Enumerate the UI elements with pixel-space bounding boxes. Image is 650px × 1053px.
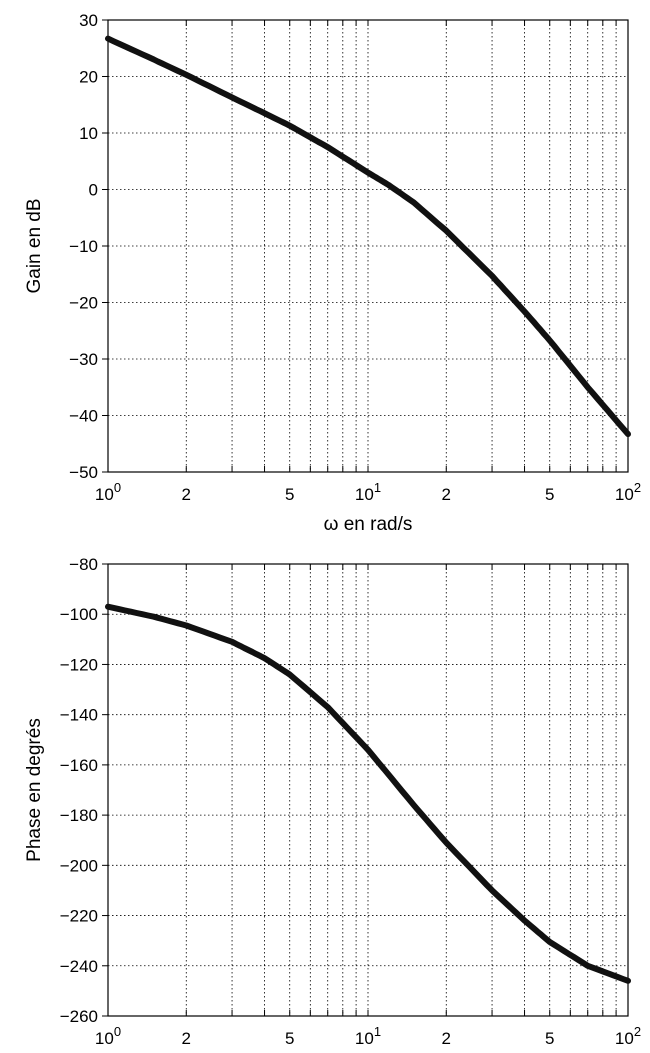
plot-frame: [107, 19, 629, 473]
y-tick-label: −180: [60, 806, 98, 825]
phase-curve: [105, 603, 631, 984]
x-axis-title: ω en rad/s: [324, 514, 413, 535]
y-axis-title: Phase en degrés: [24, 718, 45, 862]
y-tick-label: −220: [60, 907, 98, 926]
x-tick-label: 100: [95, 480, 121, 504]
x-tick-label: 5: [285, 485, 294, 504]
x-tick-label: 5: [545, 1029, 554, 1048]
x-tick-label: 101: [355, 1024, 381, 1048]
y-tick-label: −160: [60, 756, 98, 775]
gain-curve: [105, 35, 631, 438]
y-tick-label: −30: [69, 350, 98, 369]
y-tick-label: 0: [89, 181, 98, 200]
y-tick-label: 20: [79, 68, 98, 87]
x-tick-label: 2: [442, 1029, 451, 1048]
plot-frame: [107, 563, 629, 1017]
y-tick-label: −240: [60, 957, 98, 976]
x-tick-label: 5: [285, 1029, 294, 1048]
y-tick-label: −50: [69, 463, 98, 482]
y-axis-title: Gain en dB: [24, 198, 45, 293]
x-tick-label: 100: [95, 1024, 121, 1048]
y-tick-label: 10: [79, 124, 98, 143]
x-tick-label: 101: [355, 480, 381, 504]
y-tick-label: 30: [79, 11, 98, 30]
y-tick-label: −200: [60, 856, 98, 875]
y-tick-label: −120: [60, 655, 98, 674]
x-tick-label: 102: [615, 480, 641, 504]
y-tick-label: −20: [69, 294, 98, 313]
y-tick-label: −140: [60, 706, 98, 725]
x-tick-label: 2: [182, 1029, 191, 1048]
y-tick-label: −10: [69, 237, 98, 256]
x-tick-label: 2: [442, 485, 451, 504]
chart-panel-2: −80−100−120−140−160−180−200−220−240−2601…: [24, 555, 641, 1048]
y-tick-label: −40: [69, 407, 98, 426]
x-tick-label: 102: [615, 1024, 641, 1048]
x-tick-label: 5: [545, 485, 554, 504]
y-tick-label: −260: [60, 1007, 98, 1026]
y-tick-label: −80: [69, 555, 98, 574]
x-tick-label: 2: [182, 485, 191, 504]
y-tick-label: −100: [60, 605, 98, 624]
